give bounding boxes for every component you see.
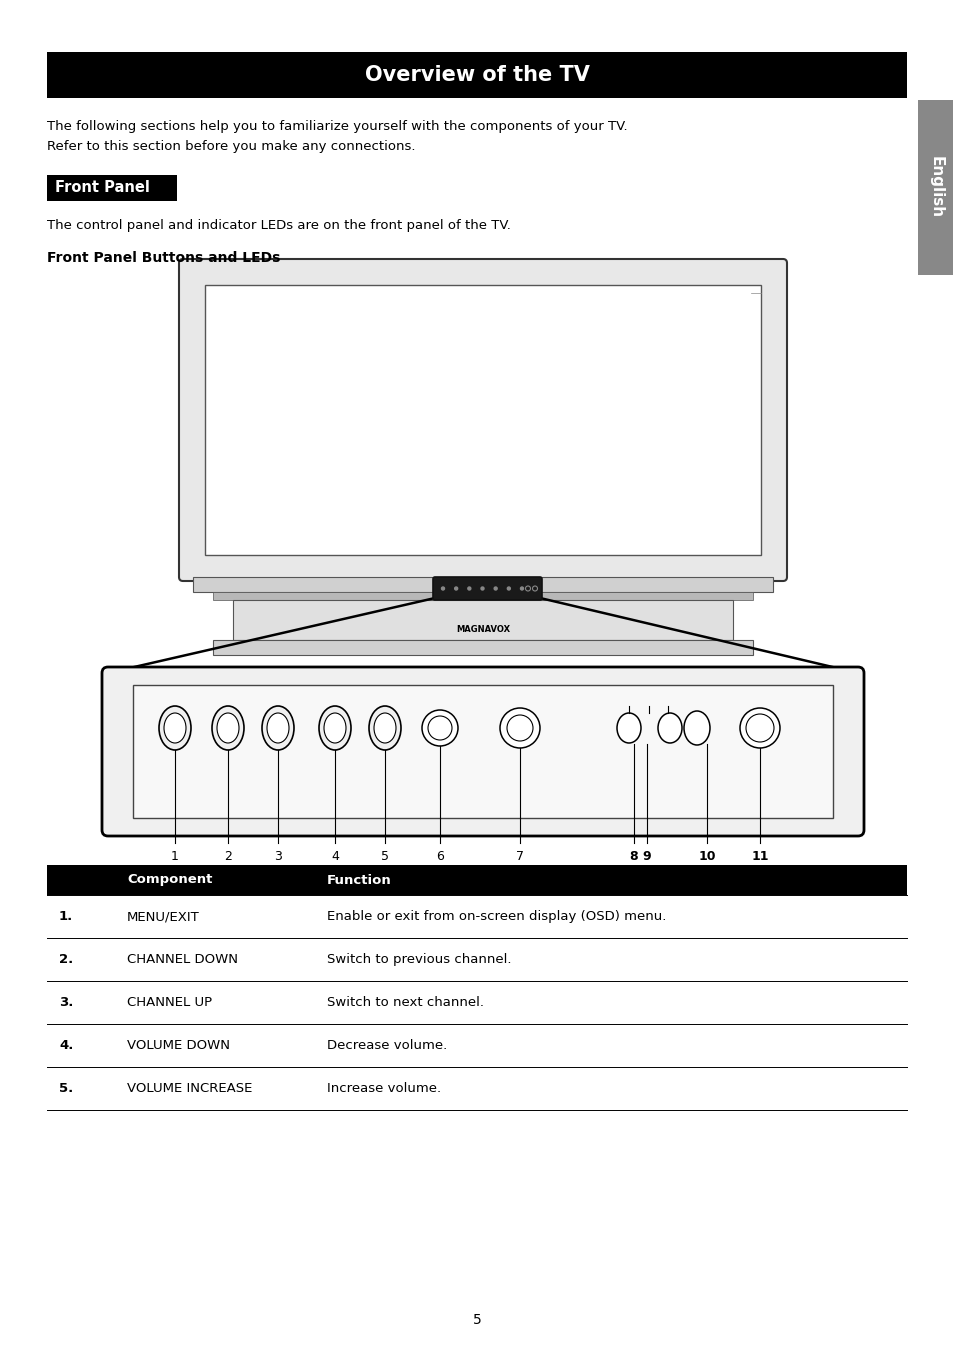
Circle shape [494,587,497,590]
Ellipse shape [164,713,186,743]
FancyBboxPatch shape [179,259,786,580]
Ellipse shape [318,706,351,751]
Circle shape [467,587,471,590]
Text: CHANNEL DOWN: CHANNEL DOWN [127,953,237,967]
Ellipse shape [658,713,681,743]
FancyBboxPatch shape [433,576,541,599]
Text: 10: 10 [698,850,715,863]
Text: 4.: 4. [59,1040,73,1052]
Text: CHANNEL UP: CHANNEL UP [127,996,212,1008]
Bar [47,53,906,99]
Text: Switch to previous channel.: Switch to previous channel. [327,953,511,967]
Text: Enable or exit from on-screen display (OSD) menu.: Enable or exit from on-screen display (O… [327,910,666,923]
Text: 1: 1 [171,850,179,863]
Text: Decrease volume.: Decrease volume. [327,1040,447,1052]
Text: 5: 5 [380,850,389,863]
Text: The control panel and indicator LEDs are on the front panel of the TV.: The control panel and indicator LEDs are… [47,219,511,232]
Circle shape [441,587,444,590]
Text: 3: 3 [274,850,282,863]
Text: 11: 11 [750,850,768,863]
Polygon shape [233,599,732,640]
Text: 2: 2 [224,850,232,863]
Text: 1.: 1. [59,910,73,923]
Ellipse shape [212,706,244,751]
Text: The following sections help you to familiarize yourself with the components of y: The following sections help you to famil… [47,120,627,134]
Polygon shape [213,640,752,655]
Text: ENTER/SOURCE: ENTER/SOURCE [444,695,485,701]
Text: 6: 6 [436,850,443,863]
Text: 7: 7 [516,850,523,863]
Ellipse shape [267,713,289,743]
Text: Front Panel Buttons and LEDs: Front Panel Buttons and LEDs [47,251,280,265]
Polygon shape [213,593,752,599]
Circle shape [507,587,510,590]
Text: ✦: ✦ [646,703,651,709]
Circle shape [740,707,780,748]
Ellipse shape [262,706,294,751]
Text: MENU/EXIT: MENU/EXIT [127,910,199,923]
Text: Refer to this section before you make any connections.: Refer to this section before you make an… [47,140,416,153]
Bar [248,718,257,738]
Bar [132,684,832,818]
Text: ♥: ♥ [625,703,632,709]
Text: English: English [927,157,943,219]
Text: 9: 9 [642,850,651,863]
Circle shape [745,714,773,743]
Text: ↓: ↓ [664,703,670,709]
Text: Function: Function [327,873,392,887]
Circle shape [480,587,483,590]
Text: 3.: 3. [59,996,73,1008]
Polygon shape [193,576,772,593]
Bar [205,285,760,555]
Text: VOLUME DOWN: VOLUME DOWN [127,1040,230,1052]
Circle shape [428,716,452,740]
Ellipse shape [683,711,709,745]
Text: Switch to next channel.: Switch to next channel. [327,996,483,1008]
Ellipse shape [369,706,400,751]
Circle shape [506,716,533,741]
Circle shape [520,587,523,590]
Ellipse shape [324,713,346,743]
Text: Increase volume.: Increase volume. [327,1081,440,1095]
Bar [47,176,177,201]
Bar [355,718,365,738]
Text: Component: Component [127,873,213,887]
Bar [196,718,206,738]
Text: 5.: 5. [59,1081,73,1095]
Bar [47,865,906,895]
Text: MENU/EXIT: MENU/EXIT [160,695,190,701]
Text: 8: 8 [629,850,638,863]
Text: 4: 4 [331,850,338,863]
FancyBboxPatch shape [102,667,863,836]
Circle shape [499,707,539,748]
Text: $\leftarrow$ CHANNEL $\rightarrow$: $\leftarrow$ CHANNEL $\rightarrow$ [233,695,273,703]
Text: Front Panel: Front Panel [55,181,150,196]
Ellipse shape [216,713,239,743]
Ellipse shape [159,706,191,751]
Circle shape [421,710,457,747]
Text: $\leftarrow$ VOLUME $\rightarrow$: $\leftarrow$ VOLUME $\rightarrow$ [341,695,378,703]
Text: 5: 5 [472,1314,481,1327]
Bar [301,718,312,738]
Ellipse shape [617,713,640,743]
Ellipse shape [374,713,395,743]
Text: 2.: 2. [59,953,73,967]
Circle shape [455,587,457,590]
Text: MAGNAVOX: MAGNAVOX [456,625,510,634]
Text: Overview of the TV: Overview of the TV [364,65,589,85]
Bar [917,100,953,275]
Text: VOLUME INCREASE: VOLUME INCREASE [127,1081,253,1095]
